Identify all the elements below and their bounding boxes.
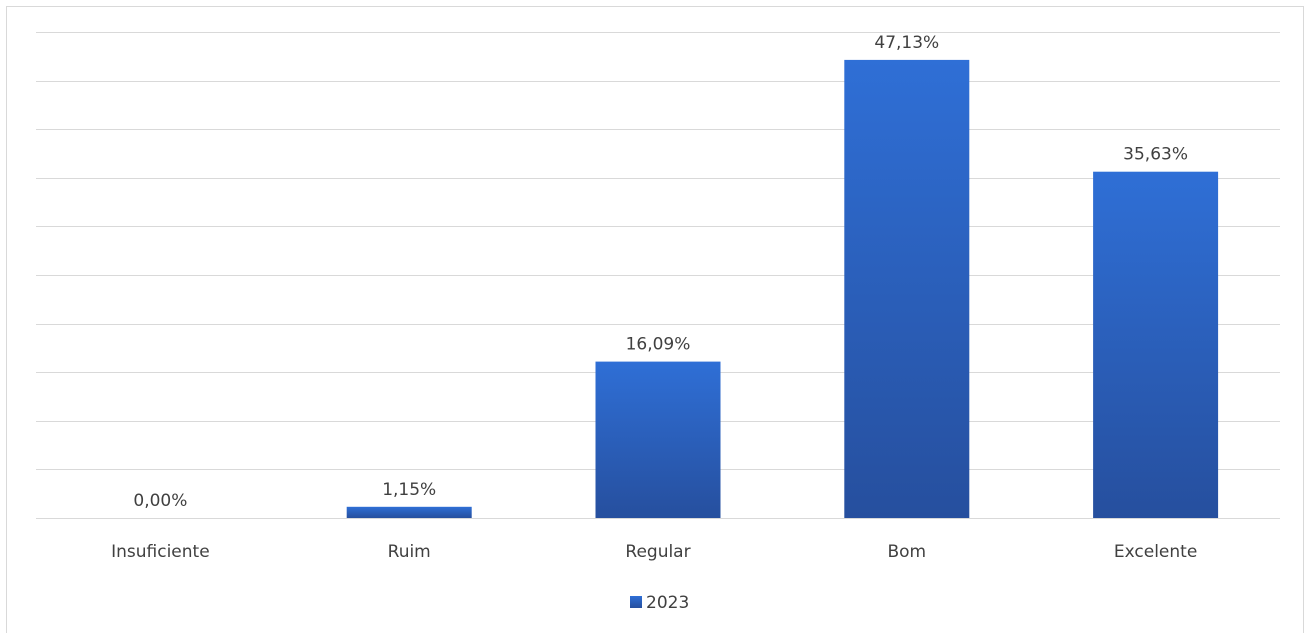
bar-bom — [844, 59, 970, 519]
data-label-excelente: 35,63% — [1123, 145, 1188, 165]
category-label-excelente: Excelente — [1114, 542, 1197, 562]
data-label-bom: 47,13% — [874, 33, 939, 53]
category-label-ruim: Ruim — [388, 542, 431, 562]
category-label-regular: Regular — [625, 542, 690, 562]
bar-regular — [595, 361, 721, 518]
bars — [346, 59, 1219, 519]
category-label-bom: Bom — [887, 542, 926, 562]
legend-swatch — [630, 596, 642, 608]
data-label-insuficiente: 0,00% — [133, 491, 187, 511]
bar-ruim — [346, 506, 472, 518]
legend-label-2023: 2023 — [646, 593, 689, 613]
data-label-regular: 16,09% — [626, 335, 691, 355]
category-labels: Insuficiente Ruim Regular Bom Excelente — [111, 542, 1197, 562]
chart-frame — [6, 6, 1304, 633]
data-label-ruim: 1,15% — [382, 480, 436, 500]
legend: 2023 — [630, 593, 689, 613]
data-labels: 0,00% 1,15% 16,09% 47,13% 35,63% — [133, 33, 1188, 511]
category-label-insuficiente: Insuficiente — [111, 542, 210, 562]
bar-excelente — [1093, 171, 1219, 518]
